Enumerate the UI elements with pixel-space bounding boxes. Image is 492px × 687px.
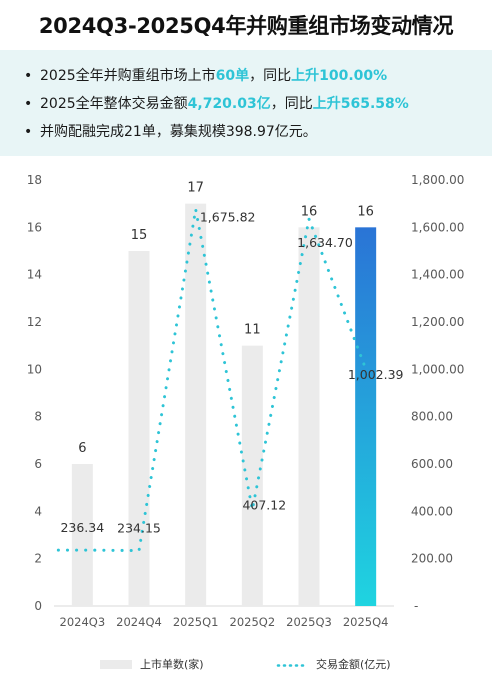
legend-item-line: 交易金额(亿元) [276,656,391,672]
y-left-tick-label: 14 [27,268,42,282]
bar [71,464,93,606]
y-right-tick-label: 600.00 [411,457,453,471]
y-left-tick-label: 18 [27,173,42,187]
legend-swatch [100,659,132,669]
bar-value-label: 11 [244,323,261,338]
line-value-label: 1,675.82 [200,209,256,224]
y-right-tick-label: 1,200.00 [411,315,464,329]
y-left-tick-label: 4 [34,504,42,518]
page-title: 2024Q3-2025Q4年并购重组市场变动情况 [38,14,454,38]
bar-value-label: 17 [187,181,204,196]
y-left-tick-label: 6 [34,457,42,471]
summary-text: ，同比 [270,96,313,112]
line-value-label: 1,634.70 [297,235,353,250]
x-tick-label: 2024Q4 [116,615,162,629]
bar-value-label: 6 [78,441,86,456]
line-value-label: 236.34 [60,520,104,535]
bar [185,203,207,606]
summary-text: 2025全年并购重组市场上市 [40,68,216,84]
bar [298,227,320,606]
x-tick-label: 2025Q2 [230,615,276,629]
x-tick-label: 2024Q3 [60,615,106,629]
bar-value-label: 15 [131,228,148,243]
y-right-tick-label: 400.00 [411,504,453,518]
y-right-tick-label: 1,400.00 [411,268,464,282]
y-left-tick-label: 10 [27,362,42,376]
summary-item: • 2025全年并购重组市场上市60单，同比上升100.00% [24,68,388,84]
y-left-tick-label: 0 [34,599,42,613]
y-left-tick-label: 2 [34,552,42,566]
y-right-tick-label: 800.00 [411,410,453,424]
chart-legend: 上市单数(家) 交易金额(亿元) [0,656,492,672]
bar [355,227,377,606]
summary-value: 4,720.03亿 [187,96,271,112]
legend-label: 交易金额(亿元) [316,658,391,671]
bar [128,251,150,606]
bar-value-label: 16 [301,204,318,219]
summary-text: 并购配融完成21单，募集规模398.97亿元。 [40,124,317,140]
line-value-label: 1,002.39 [348,367,404,382]
x-tick-label: 2025Q1 [173,615,219,629]
summary-item: • 并购配融完成21单，募集规模398.97亿元。 [24,124,317,140]
summary-value: 上升565.58% [312,96,409,112]
summary-value: 60单 [215,68,250,84]
x-tick-label: 2025Q3 [286,615,332,629]
bar [241,345,263,606]
summary-value: 上升100.00% [291,68,388,84]
summary-text: ，同比 [249,68,292,84]
amount-line [56,209,368,553]
y-right-tick-label: 1,600.00 [411,220,464,234]
line-value-label: 234.15 [117,521,161,536]
legend-label: 上市单数(家) [140,658,204,671]
y-right-tick-label: 1,000.00 [411,362,464,376]
line-value-label: 407.12 [242,498,286,513]
legend-item-bar: 上市单数(家) [100,656,204,672]
bar-value-label: 16 [357,204,374,219]
legend-swatch [276,660,308,669]
summary-text: 2025全年整体交易金额 [40,96,188,112]
x-tick-label: 2025Q4 [343,615,389,629]
y-left-tick-label: 12 [27,315,42,329]
y-right-tick-label: 1,800.00 [411,173,464,187]
summary-item: • 2025全年整体交易金额4,720.03亿，同比上升565.58% [24,96,409,112]
y-right-tick-label: 200.00 [411,552,453,566]
y-left-tick-label: 8 [34,410,42,424]
y-left-tick-label: 16 [27,220,42,234]
summary-panel: • 2025全年并购重组市场上市60单，同比上升100.00% • 2025全年整体… [0,50,492,156]
y-right-tick-label: - [414,599,418,613]
combo-chart: 0 2 4 6 8 10 12 14 16 18 - 200.00 400.00 600.00 800.00… [27,173,465,629]
